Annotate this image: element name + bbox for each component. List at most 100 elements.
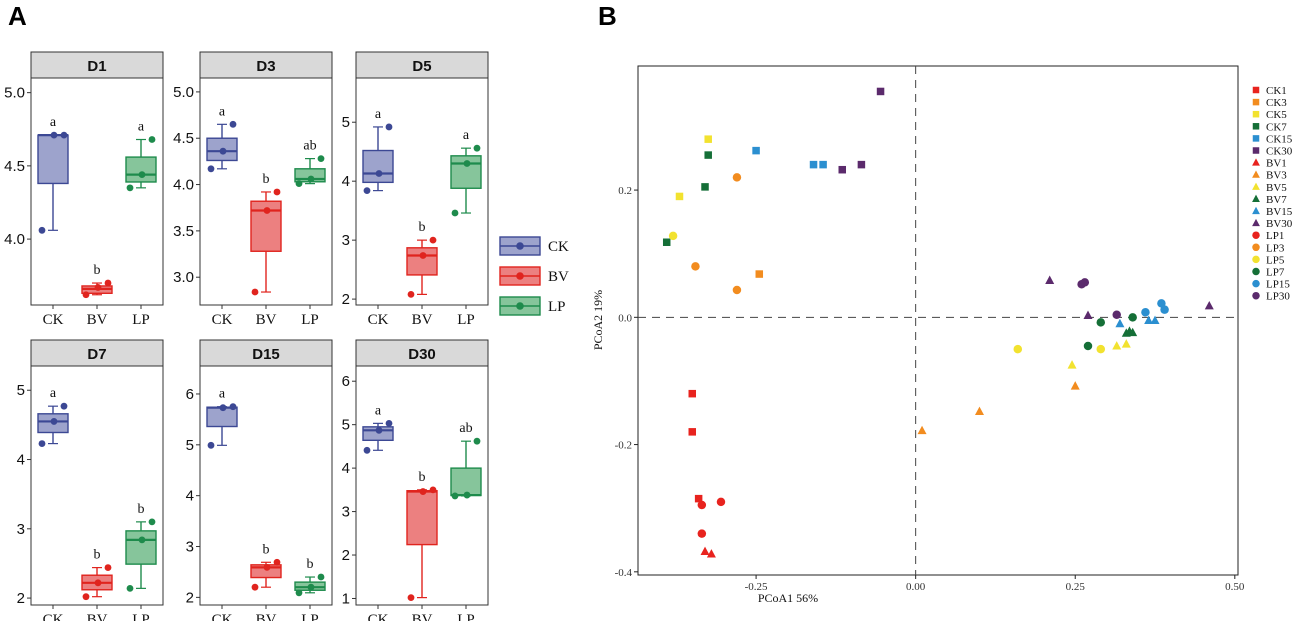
data-point xyxy=(138,171,146,179)
legend-marker xyxy=(1252,267,1260,276)
legend-marker xyxy=(1252,279,1260,288)
scatter-point xyxy=(704,151,712,159)
facet-d5: D5 2 3 4 5 CK BV LP a b a xyxy=(342,51,489,328)
legend-item-ck: CK xyxy=(499,236,569,256)
data-point xyxy=(375,170,383,177)
x-tick-label: LP xyxy=(132,612,150,621)
series-lp3 xyxy=(691,173,742,295)
legend-item-lp7: LP7 xyxy=(1252,267,1285,279)
y-tick-label: 3 xyxy=(342,504,350,521)
x-tick-label: BV xyxy=(87,612,108,621)
box-lp: b xyxy=(125,502,157,592)
data-point xyxy=(451,209,459,217)
scatter-point xyxy=(752,146,760,155)
scatter-point xyxy=(662,238,671,246)
data-point xyxy=(317,573,325,581)
y-tick-label: 4.5 xyxy=(173,130,194,147)
box-bv: b xyxy=(250,172,282,296)
y-axis-title: PCoA2 19% xyxy=(591,290,605,350)
x-tick-label: LP xyxy=(301,312,319,328)
data-point xyxy=(263,563,271,571)
data-point xyxy=(148,518,156,526)
data-point xyxy=(451,492,459,500)
scatter-point xyxy=(701,183,709,191)
legend-item-ck3: CK3 xyxy=(1252,97,1287,109)
legend-marker xyxy=(1252,218,1260,227)
data-point xyxy=(317,155,325,163)
y-tick-label: 5.0 xyxy=(4,85,25,102)
facet-d1: D1 4.0 4.5 5.0 CK BV LP a b a xyxy=(4,51,164,328)
legend-item-bv: BV xyxy=(499,266,569,286)
facet-title: D3 xyxy=(256,58,275,75)
significance-letter: a xyxy=(219,104,226,119)
legend-item-ck15: CK15 xyxy=(1252,133,1293,145)
x-tick-label: CK xyxy=(43,312,64,328)
y-tick-label: 2 xyxy=(342,291,350,308)
legend-item-ck1: CK1 xyxy=(1252,85,1287,97)
series-ck15 xyxy=(752,146,827,169)
legend-marker xyxy=(1252,170,1260,178)
y-tick-label: -0.4 xyxy=(615,567,633,579)
legend-label: CK7 xyxy=(1266,121,1287,133)
series-bv1 xyxy=(700,546,716,558)
series-lp1 xyxy=(697,497,726,538)
legend-marker xyxy=(1252,158,1260,166)
x-tick-label: BV xyxy=(412,312,433,328)
y-tick-label: 6 xyxy=(342,373,350,390)
data-point xyxy=(251,288,259,296)
scatter-point xyxy=(1160,305,1169,314)
y-tick-label: 0.0 xyxy=(618,312,632,324)
facet-title: D15 xyxy=(252,346,280,363)
scatter-point xyxy=(1083,341,1093,351)
legend-item-lp15: LP15 xyxy=(1252,279,1290,291)
y-tick-label: 5 xyxy=(342,417,350,434)
scatter-point xyxy=(809,160,818,169)
scatter-point xyxy=(876,87,885,96)
legend-label: LP30 xyxy=(1266,291,1290,303)
series-bv3 xyxy=(917,381,1080,435)
box-ck: a xyxy=(37,386,69,447)
facet-strip xyxy=(30,339,164,367)
legend-label: CK30 xyxy=(1266,146,1293,158)
y-tick-label: 2 xyxy=(186,589,194,606)
legend-marker xyxy=(1252,231,1260,239)
group-legend: CK BV LP xyxy=(499,236,569,316)
box-body xyxy=(125,156,157,183)
data-point xyxy=(273,188,281,196)
data-point xyxy=(295,180,303,188)
box-bv: b xyxy=(406,220,438,298)
x-tick-label: CK xyxy=(368,312,389,328)
y-tick-label: 2 xyxy=(342,547,350,564)
series-bv7 xyxy=(1121,326,1138,337)
data-point xyxy=(50,418,58,425)
facet-strip xyxy=(30,51,164,79)
legend-item-bv30: BV30 xyxy=(1252,218,1293,230)
scatter-point xyxy=(668,231,678,241)
series-ck1 xyxy=(688,389,703,503)
legend-label: CK5 xyxy=(1266,109,1287,121)
legend-marker xyxy=(1252,206,1260,215)
facet-strip xyxy=(199,51,333,79)
scatter-point xyxy=(857,160,866,169)
x-tick-label: 0.00 xyxy=(906,581,926,593)
facet-title: D30 xyxy=(408,346,436,363)
y-tick-label: 3.0 xyxy=(173,269,194,286)
legend-key-point xyxy=(516,302,524,310)
significance-letter: b xyxy=(138,502,145,517)
legend-label: CK xyxy=(548,239,569,255)
significance-letter: a xyxy=(463,128,470,143)
data-point xyxy=(295,589,303,597)
data-point xyxy=(38,226,46,234)
legend-marker xyxy=(1252,147,1260,154)
data-point xyxy=(463,160,471,167)
x-tick-label: BV xyxy=(412,612,433,621)
scatter-point xyxy=(1157,299,1166,308)
data-point xyxy=(251,583,259,591)
legend-label: LP5 xyxy=(1266,254,1285,266)
panel-label-a: A xyxy=(8,1,27,31)
data-point xyxy=(207,165,215,173)
scatter-point xyxy=(1080,278,1090,287)
significance-letter: a xyxy=(375,107,382,122)
legend-item-bv7: BV7 xyxy=(1252,194,1287,206)
series-lp5 xyxy=(668,231,1106,354)
